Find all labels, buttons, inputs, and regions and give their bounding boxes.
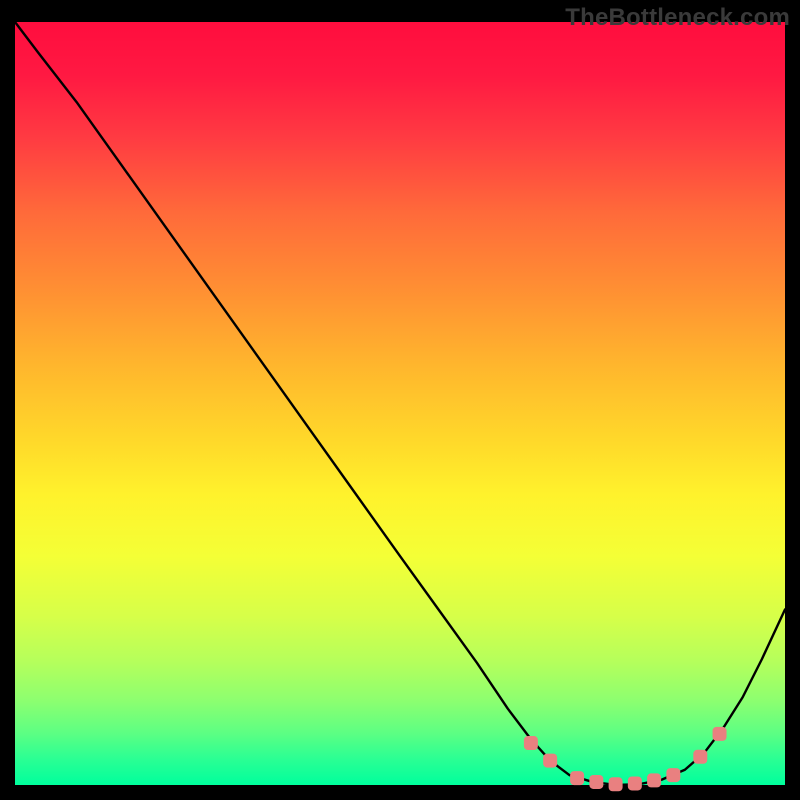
chart-svg	[0, 0, 800, 800]
curve-marker	[713, 727, 727, 741]
curve-marker	[628, 776, 642, 790]
watermark-text: TheBottleneck.com	[565, 4, 790, 32]
curve-marker	[609, 777, 623, 791]
curve-marker	[570, 771, 584, 785]
curve-marker	[666, 768, 680, 782]
curve-marker	[693, 750, 707, 764]
curve-marker	[589, 775, 603, 789]
plot-gradient	[15, 22, 785, 785]
curve-marker	[524, 736, 538, 750]
chart-root: TheBottleneck.com	[0, 0, 800, 800]
curve-marker	[543, 754, 557, 768]
curve-marker	[647, 773, 661, 787]
